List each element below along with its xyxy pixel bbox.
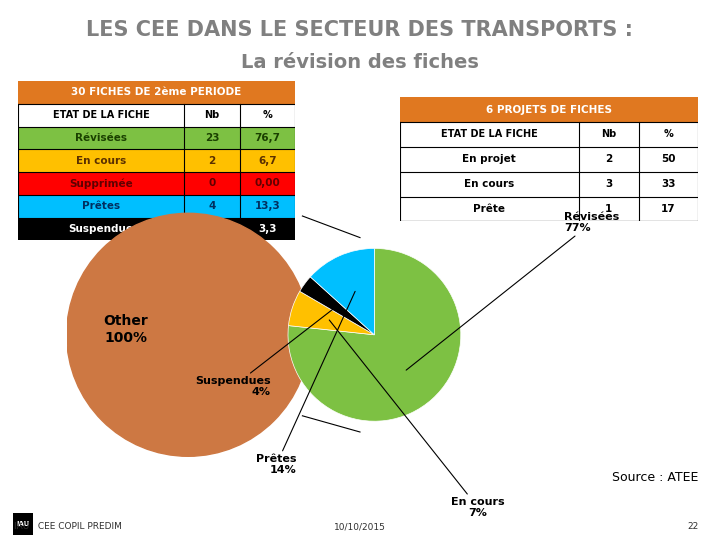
- Text: 0,00: 0,00: [255, 178, 280, 188]
- Text: %: %: [664, 130, 673, 139]
- Text: 1: 1: [208, 224, 216, 234]
- Text: 6 PROJETS DE FICHES: 6 PROJETS DE FICHES: [486, 105, 612, 114]
- Text: Nb: Nb: [601, 130, 616, 139]
- Text: Supprimée: Supprimée: [69, 178, 133, 188]
- Text: La révision des fiches: La révision des fiches: [241, 52, 479, 72]
- Text: 2: 2: [605, 154, 613, 164]
- Text: 3: 3: [605, 179, 613, 189]
- Text: 10/10/2015: 10/10/2015: [334, 522, 386, 531]
- Bar: [18, 81, 295, 104]
- Text: Révisées
77%: Révisées 77%: [406, 212, 620, 370]
- Text: Suspendue: Suspendue: [68, 224, 134, 234]
- Text: ETAT DE LA FICHE: ETAT DE LA FICHE: [441, 130, 538, 139]
- Bar: [400, 172, 698, 197]
- Text: Source : ATEE: Source : ATEE: [612, 471, 698, 484]
- Text: ETAT DE LA FICHE: ETAT DE LA FICHE: [53, 110, 150, 120]
- Wedge shape: [288, 248, 461, 421]
- Bar: [18, 126, 295, 149]
- Text: Nb: Nb: [204, 110, 220, 120]
- Text: Other
100%: Other 100%: [104, 314, 148, 345]
- Text: LES CEE DANS LE SECTEUR DES TRANSPORTS :: LES CEE DANS LE SECTEUR DES TRANSPORTS :: [86, 19, 634, 40]
- Text: IAU   CEE COPIL PREDIM: IAU CEE COPIL PREDIM: [14, 522, 122, 531]
- Text: 1: 1: [605, 204, 613, 214]
- Text: IAU: IAU: [17, 521, 30, 527]
- Bar: [18, 149, 295, 172]
- Bar: [400, 122, 698, 147]
- Bar: [18, 172, 295, 195]
- Text: 33: 33: [661, 179, 676, 189]
- Text: Révisées: Révisées: [75, 133, 127, 143]
- Text: 6,7: 6,7: [258, 156, 276, 166]
- Bar: [400, 97, 698, 122]
- Text: 22: 22: [687, 522, 698, 531]
- Wedge shape: [289, 291, 374, 335]
- Text: 3,3: 3,3: [258, 224, 276, 234]
- Text: Prêtes
14%: Prêtes 14%: [256, 292, 355, 475]
- Text: %: %: [263, 110, 272, 120]
- Text: 17: 17: [661, 204, 676, 214]
- Text: 2: 2: [208, 156, 216, 166]
- Text: Prêtes: Prêtes: [82, 201, 120, 211]
- Text: 30 FICHES DE 2ème PERIODE: 30 FICHES DE 2ème PERIODE: [71, 87, 242, 97]
- Text: En cours: En cours: [464, 179, 514, 189]
- Text: En cours: En cours: [76, 156, 126, 166]
- Wedge shape: [300, 277, 374, 335]
- Text: 13,3: 13,3: [255, 201, 280, 211]
- Text: Suspendues
4%: Suspendues 4%: [195, 307, 336, 397]
- Text: Prête: Prête: [473, 204, 505, 214]
- Bar: [400, 147, 698, 172]
- Bar: [400, 197, 698, 221]
- Text: 23: 23: [204, 133, 220, 143]
- Bar: [18, 195, 295, 218]
- Text: 4: 4: [208, 201, 216, 211]
- Text: 76,7: 76,7: [254, 133, 281, 143]
- Text: 0: 0: [208, 178, 216, 188]
- Text: En cours
7%: En cours 7%: [329, 320, 505, 518]
- Bar: [18, 218, 295, 240]
- Bar: [18, 104, 295, 126]
- Wedge shape: [310, 248, 374, 335]
- Circle shape: [67, 213, 310, 456]
- Text: 50: 50: [661, 154, 676, 164]
- Text: En projet: En projet: [462, 154, 516, 164]
